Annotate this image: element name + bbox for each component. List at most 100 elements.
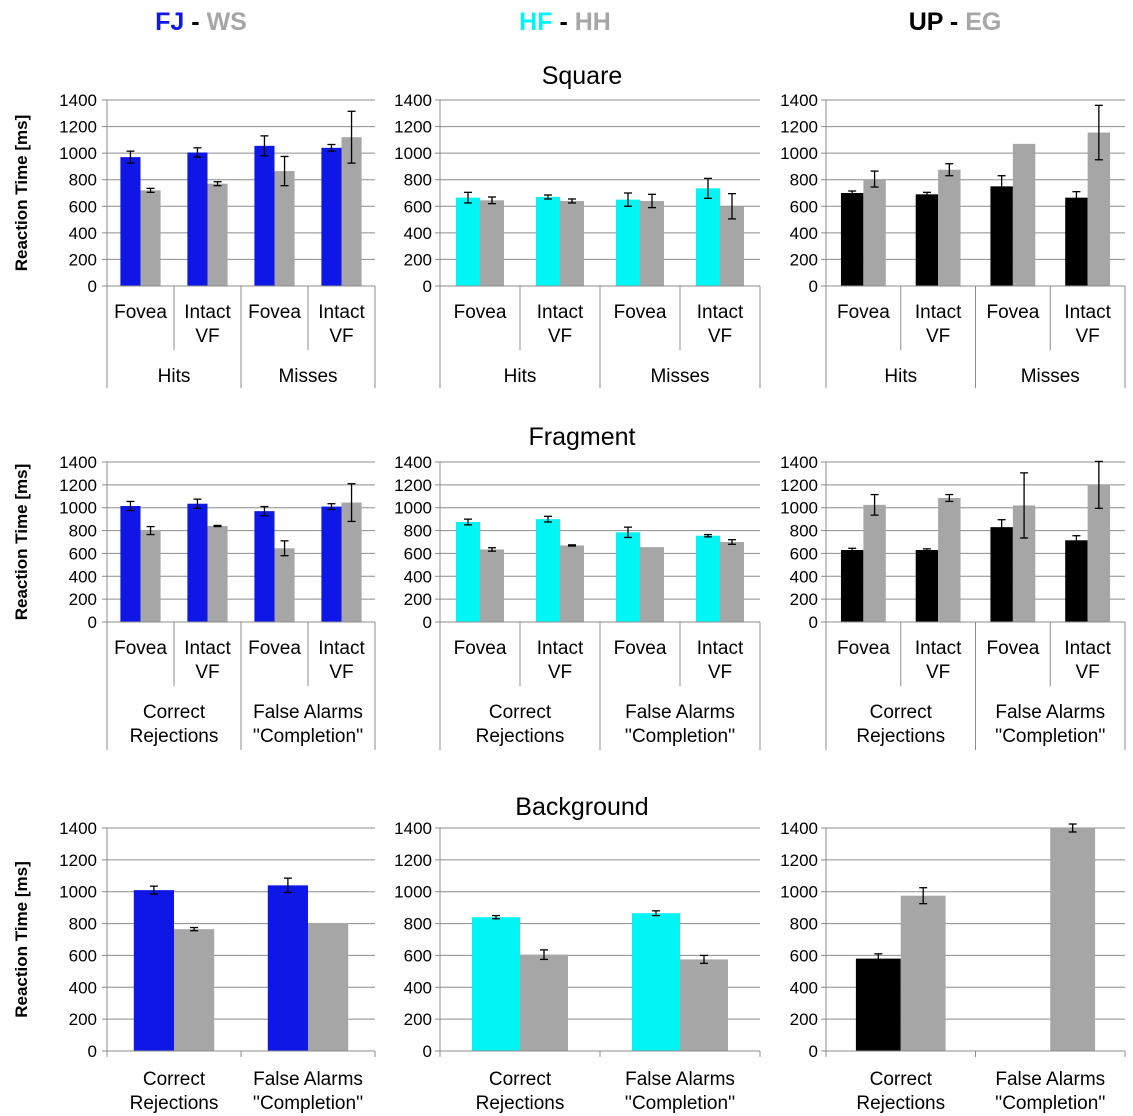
y-tick-label: 600	[69, 197, 97, 216]
pair-patient-label: FJ	[155, 8, 184, 36]
y-tick-label: 200	[69, 1010, 97, 1029]
y-tick-label: 600	[404, 544, 432, 563]
bar-control	[560, 200, 584, 286]
bar-patient	[915, 550, 939, 622]
y-tick-label: 400	[404, 978, 432, 997]
bar-control	[174, 929, 215, 1051]
bar-patient	[321, 506, 342, 622]
pair-label-0: FJ - WS	[155, 8, 247, 36]
category-label: Fovea	[614, 638, 667, 659]
chart-row-fragment: Fragment Reaction Time [ms] 0 200 400 600 800 1…	[12, 423, 1126, 750]
panel-fj-ws: 0 200 400 600 800 1000 1200 1400 Fovea Intact VF Fo…	[59, 453, 376, 750]
category-label: VF	[1075, 662, 1099, 683]
y-tick-label: 1000	[394, 144, 432, 163]
y-tick-label: 1400	[59, 819, 97, 838]
panel-up-eg: 0 200 400 600 800 1000 1200 1400 Fovea Intact VF Fo…	[780, 91, 1126, 388]
pair-control-label: WS	[207, 8, 247, 36]
y-tick-label: 800	[69, 522, 97, 541]
y-tick-label: 0	[423, 1042, 432, 1061]
bar-patient	[254, 145, 275, 286]
y-tick-label: 600	[69, 544, 97, 563]
bar-control	[900, 895, 946, 1051]
pair-separator: -	[553, 8, 575, 36]
y-tick-label: 200	[404, 250, 432, 269]
y-tick-label: 0	[809, 1042, 818, 1061]
pair-label-1: HF - HH	[519, 8, 611, 36]
category-label: VF	[329, 326, 353, 347]
chart-row-square: Square Reaction Time [ms] 0 200 400 600 800 100…	[12, 62, 1126, 388]
panel-up-eg: 0 200 400 600 800 1000 1200 1400 Correct Rejectio…	[780, 819, 1126, 1114]
group-label: Correct	[489, 702, 552, 723]
category-label: Intact	[697, 638, 744, 659]
y-tick-label: 200	[404, 1010, 432, 1029]
group-label: ''Completion''	[995, 1093, 1106, 1114]
row-title: Fragment	[529, 423, 636, 451]
y-tick-label: 600	[69, 946, 97, 965]
y-tick-label: 200	[790, 1010, 818, 1029]
panel-hf-hh: 0 200 400 600 800 1000 1200 1400 Correct Rejectio…	[394, 819, 761, 1114]
y-tick-label: 1000	[780, 144, 818, 163]
category-label: Intact	[697, 302, 744, 323]
category-label: Intact	[1064, 302, 1111, 323]
bar-control	[1087, 484, 1111, 622]
category-label: Intact	[318, 638, 365, 659]
y-tick-label: 1200	[394, 851, 432, 870]
group-label: Correct	[489, 1069, 552, 1090]
category-label: Intact	[915, 638, 962, 659]
bar-control	[140, 530, 161, 622]
group-label: Hits	[884, 366, 917, 387]
y-tick-label: 400	[790, 567, 818, 586]
category-label: VF	[195, 326, 219, 347]
pair-separator: -	[184, 8, 206, 36]
pair-separator: -	[943, 8, 965, 36]
pair-patient-label: UP	[909, 8, 943, 36]
category-label: VF	[329, 662, 353, 683]
y-tick-label: 400	[404, 224, 432, 243]
bar-patient	[120, 157, 141, 286]
y-tick-label: 1000	[59, 499, 97, 518]
y-tick-label: 1000	[394, 499, 432, 518]
y-tick-label: 800	[790, 915, 818, 934]
bar-control	[341, 137, 362, 286]
y-tick-label: 800	[69, 171, 97, 190]
y-tick-label: 1200	[780, 851, 818, 870]
bar-control	[274, 171, 295, 286]
group-label: Rejections	[476, 726, 565, 747]
y-axis-label: Reaction Time [ms]	[12, 861, 31, 1018]
group-label: Misses	[278, 366, 337, 387]
bar-patient	[616, 199, 640, 286]
bar-patient	[456, 197, 480, 286]
bar-control	[207, 526, 228, 622]
y-tick-label: 600	[790, 544, 818, 563]
bar-patient	[632, 913, 680, 1051]
bar-patient	[1065, 540, 1088, 622]
group-label: ''Completion''	[625, 1093, 736, 1114]
bar-patient	[855, 958, 901, 1051]
bar-patient	[616, 532, 640, 622]
category-label: Fovea	[114, 302, 167, 323]
bar-control	[680, 959, 728, 1051]
y-tick-label: 1200	[59, 118, 97, 137]
y-tick-label: 400	[790, 978, 818, 997]
y-tick-label: 600	[404, 197, 432, 216]
bar-control	[938, 169, 961, 286]
bar-control	[863, 179, 886, 286]
category-label: Intact	[915, 302, 962, 323]
category-label: VF	[708, 326, 732, 347]
group-label: ''Completion''	[625, 726, 736, 747]
row-title: Square	[542, 62, 623, 90]
y-tick-label: 0	[423, 277, 432, 296]
bar-control	[480, 549, 504, 622]
category-label: Intact	[184, 302, 231, 323]
y-tick-label: 0	[809, 613, 818, 632]
group-label: Rejections	[476, 1093, 565, 1114]
bar-control	[1087, 132, 1111, 286]
y-tick-label: 200	[790, 250, 818, 269]
y-tick-label: 800	[790, 522, 818, 541]
y-tick-label: 1400	[780, 819, 818, 838]
category-label: VF	[926, 662, 950, 683]
panel-hf-hh: 0 200 400 600 800 1000 1200 1400 Fovea Intact VF Fo…	[394, 453, 761, 750]
category-label: VF	[1075, 326, 1099, 347]
group-label: Misses	[1021, 366, 1080, 387]
